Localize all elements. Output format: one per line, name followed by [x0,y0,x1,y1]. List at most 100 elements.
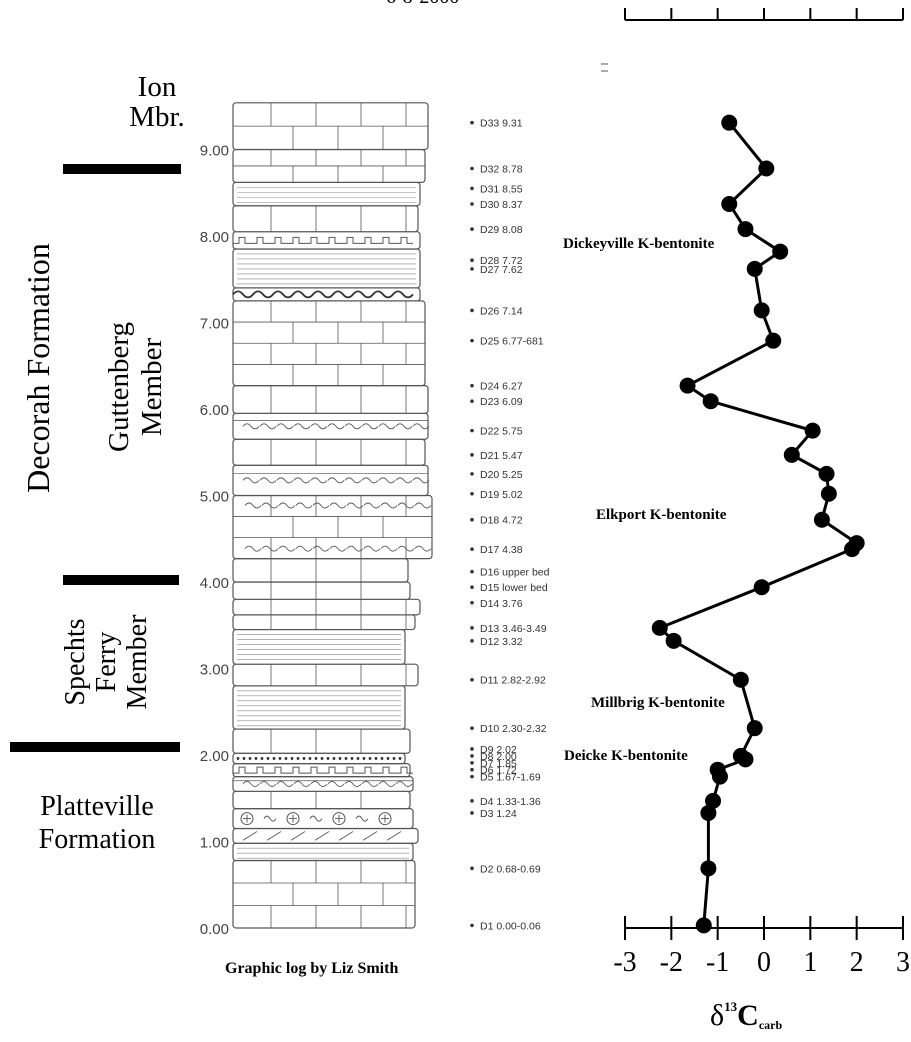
log-dot-mark [320,757,324,760]
log-fossil-cross [243,814,251,823]
log-dot-mark [362,757,366,760]
sample-dot [470,866,474,871]
sample-dot [470,747,474,751]
sample-label: D7 1.85 [480,758,517,770]
sample-dot [470,186,474,191]
depth-tick-label: 7.00 [200,316,229,333]
isotope-point [753,302,770,319]
log-crack-mark [266,831,282,841]
log-wavy-mark [261,545,279,552]
log-wavy-mark [244,502,262,509]
sample-label: D24 6.27 [480,381,523,393]
decorah-formation-label: Decorah Formation [20,243,56,493]
isotope-point [732,747,749,764]
log-wavy-mark [344,477,362,484]
sample-dot [470,227,474,231]
log-bed [232,663,419,687]
log-dot-mark [332,757,336,760]
depth-tick-label: 3.00 [200,662,229,679]
log-bed [232,752,406,765]
log-dot-mark [344,757,348,760]
isotope-point [804,422,821,439]
log-dot-mark [272,757,276,760]
log-dot-mark [314,757,318,760]
isotope-point [721,195,738,212]
isotope-point [702,393,719,410]
log-wavy-mark [327,477,345,484]
boundary-bar-ion-guttenberg [63,164,181,174]
isotope-point [721,114,738,131]
log-wavy-mark [242,423,260,430]
depth-tick-label: 1.00 [200,835,229,852]
deicke-k-bentonite-label: Deicke K-bentonite [564,748,688,764]
log-wavy-mark [259,781,277,787]
sample-label: D25 6.77-681 [480,336,544,348]
sample-label: D11 2.82-2.92 [480,675,546,687]
log-wavy-mark [395,781,413,787]
sample-dot [470,760,474,765]
log-bed [232,385,429,414]
x-axis-title: δ13Ccarb [710,990,782,1042]
log-crack-mark [338,831,354,841]
header-date: 6-8-2000 [386,0,459,9]
log-bed [232,827,419,844]
log-wavy-mark [276,781,294,787]
sample-dot [470,547,474,551]
log-bed [232,776,414,792]
depth-tick-label: 0.00 [200,921,229,938]
depth-tick-label: 5.00 [200,489,229,506]
log-dot-mark [398,757,402,760]
sample-dot [470,726,474,730]
log-wavy-mark [295,545,313,552]
log-wavy-mark [361,781,379,787]
log-bed [232,790,411,810]
log-dot-mark [290,757,294,760]
log-wavy-mark [397,545,415,552]
sample-label: D27 7.62 [480,264,523,276]
log-wavy-mark [395,423,413,430]
boundary-bar-guttenberg-spechts [63,575,179,585]
log-dot-mark [242,757,246,760]
isotope-chart: -3 -2 -1 0 1 2 3 [601,8,910,978]
dickeyville-k-bentonite-label: Dickeyville K-bentonite [563,236,715,252]
sample-label: D28 7.72 [480,255,523,267]
sample-label: D3 1.24 [480,808,517,820]
log-fossil-cross [381,814,389,823]
depth-tick-label: 4.00 [200,575,229,592]
depth-axis: 0.00 1.00 2.00 3.00 4.00 5.00 6.00 7.00 8.00 9.00 [200,143,229,939]
log-dot-mark [380,757,384,760]
isotope-point [772,243,789,260]
sample-label: D23 6.09 [480,396,523,408]
log-crenel-mark [233,766,413,774]
log-dot-mark [374,757,378,760]
depth-tick-label: 9.00 [200,143,229,160]
sample-label: D30 8.37 [480,199,523,211]
depth-tick-label: 2.00 [200,748,229,765]
log-bed [232,248,421,289]
log-wavy-mark [263,815,277,822]
sample-dot [470,383,474,388]
sample-dot [470,338,474,343]
log-dot-mark [308,757,312,760]
x-tick-label: -2 [660,947,683,978]
log-wavy-mark [361,423,379,430]
sample-label: D5 1.67-1.69 [480,772,541,784]
x-axis-title-c: C [737,999,759,1032]
sample-label: D20 5.25 [480,469,523,481]
x-tick-label: 3 [896,947,910,978]
isotope-point [737,221,754,238]
log-bed [232,614,416,631]
ion-member-label: Ion Mbr. [129,71,185,133]
log-wavy-mark [327,423,345,430]
x-tick-label: -1 [706,947,729,978]
log-wavy-mark [293,477,311,484]
sample-label: D12 3.32 [480,636,523,648]
log-dot-mark [392,757,396,760]
sample-dot [470,258,474,263]
isotope-point [848,535,865,552]
sample-dot [470,202,474,206]
log-wavy-mark [276,477,294,484]
sample-label: D6 1.72 [480,765,517,777]
log-bed [232,558,409,583]
